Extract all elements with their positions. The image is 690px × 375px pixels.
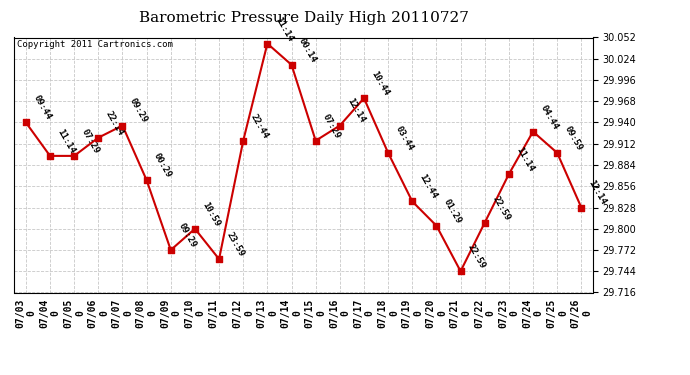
Text: 10:44: 10:44 <box>370 70 391 98</box>
Text: 11:14: 11:14 <box>273 15 294 43</box>
Text: 22:44: 22:44 <box>249 112 270 140</box>
Point <box>310 138 321 144</box>
Text: 22:59: 22:59 <box>466 243 487 270</box>
Point <box>189 226 200 232</box>
Text: 07:29: 07:29 <box>80 128 101 155</box>
Text: 22:14: 22:14 <box>104 109 125 137</box>
Text: 01:29: 01:29 <box>442 197 463 225</box>
Text: 00:29: 00:29 <box>152 152 173 179</box>
Text: 23:59: 23:59 <box>225 231 246 258</box>
Point <box>117 123 128 129</box>
Text: 12:14: 12:14 <box>346 97 366 125</box>
Point <box>455 268 466 274</box>
Text: 09:59: 09:59 <box>563 124 584 152</box>
Text: Barometric Pressure Daily High 20110727: Barometric Pressure Daily High 20110727 <box>139 11 469 25</box>
Point <box>237 138 248 144</box>
Text: 09:44: 09:44 <box>32 94 52 122</box>
Point <box>527 129 538 135</box>
Text: 11:14: 11:14 <box>56 128 77 155</box>
Point <box>479 220 490 226</box>
Text: 00:14: 00:14 <box>297 36 318 64</box>
Point <box>44 153 55 159</box>
Text: 04:44: 04:44 <box>539 103 560 131</box>
Text: 03:44: 03:44 <box>394 124 415 152</box>
Point <box>92 135 104 141</box>
Text: Copyright 2011 Cartronics.com: Copyright 2011 Cartronics.com <box>17 40 172 49</box>
Text: 09:29: 09:29 <box>128 97 149 125</box>
Point <box>334 123 345 129</box>
Point <box>21 120 32 126</box>
Point <box>504 171 515 177</box>
Point <box>406 198 417 204</box>
Point <box>165 247 176 253</box>
Point <box>262 40 273 46</box>
Point <box>575 204 586 210</box>
Point <box>214 256 225 262</box>
Text: 12:14: 12:14 <box>587 179 608 207</box>
Point <box>382 150 393 156</box>
Point <box>286 62 297 68</box>
Text: 11:14: 11:14 <box>515 146 535 173</box>
Point <box>69 153 79 159</box>
Point <box>141 177 152 183</box>
Text: 10:59: 10:59 <box>201 200 221 228</box>
Text: 22:59: 22:59 <box>491 194 511 222</box>
Text: 07:29: 07:29 <box>322 112 342 140</box>
Point <box>552 150 563 156</box>
Point <box>431 223 442 229</box>
Point <box>359 95 370 101</box>
Text: 12:44: 12:44 <box>418 173 439 201</box>
Text: 09:29: 09:29 <box>177 222 197 249</box>
